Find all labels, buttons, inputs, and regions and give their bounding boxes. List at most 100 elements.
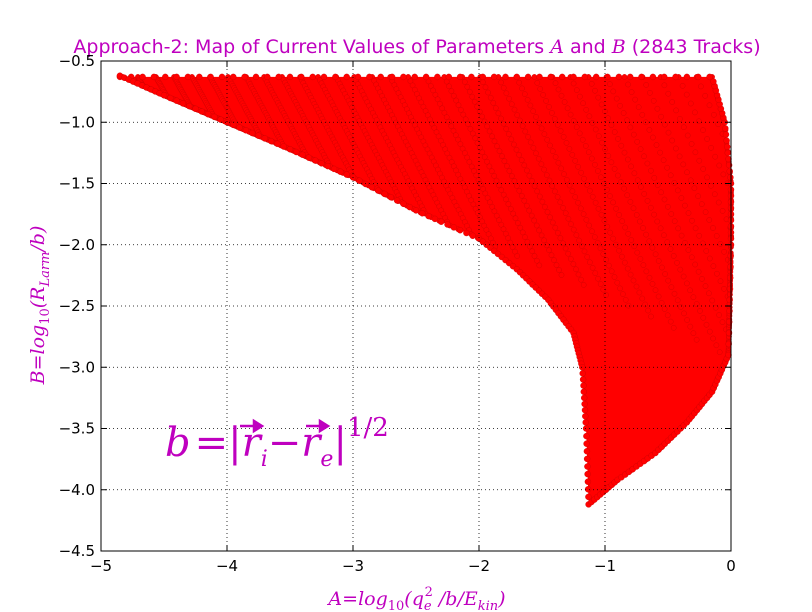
- scatter-point: [536, 227, 542, 234]
- scatter-point: [462, 116, 469, 123]
- scatter-point: [616, 247, 622, 254]
- scatter-point: [517, 117, 523, 124]
- scatter-point: [684, 169, 690, 176]
- scatter-point: [509, 244, 516, 250]
- scatter-point: [721, 285, 727, 292]
- scatter-point: [668, 211, 675, 217]
- scatter-point: [539, 198, 546, 205]
- scatter-point: [286, 73, 294, 81]
- scatter-point: [519, 85, 525, 92]
- scatter-point: [627, 271, 634, 278]
- scatter-point: [236, 124, 243, 131]
- scatter-point: [650, 134, 656, 141]
- scatter-point: [544, 209, 551, 215]
- y-tick-label: −2.5: [59, 297, 95, 315]
- formula-lhs: b: [165, 420, 191, 466]
- scatter-point: [518, 157, 525, 163]
- scatter-point: [671, 290, 678, 297]
- scatter-point: [717, 278, 724, 285]
- scatter-point: [519, 229, 526, 236]
- scatter-point: [688, 100, 694, 107]
- scatter-point: [463, 229, 470, 237]
- scatter-point: [611, 274, 618, 280]
- scatter-point: [690, 294, 697, 301]
- scatter-point: [564, 176, 570, 183]
- scatter-point: [468, 163, 475, 170]
- scatter-point: [625, 81, 631, 88]
- scatter-point: [678, 232, 685, 239]
- y-tick-label: −1.5: [59, 175, 95, 193]
- scatter-point: [516, 79, 523, 86]
- scatter-point: [706, 102, 713, 109]
- scatter-point: [624, 265, 631, 272]
- scatter-point: [679, 83, 686, 89]
- scatter-point: [581, 394, 588, 402]
- scatter-point: [217, 116, 224, 123]
- scatter-point: [619, 218, 626, 224]
- scatter-point: [702, 209, 709, 215]
- scatter-point: [324, 162, 331, 170]
- scatter-point: [577, 93, 583, 100]
- scatter-point: [628, 89, 635, 95]
- scatter-point: [655, 293, 662, 300]
- scatter-point: [592, 87, 598, 94]
- scatter-point: [607, 229, 614, 236]
- scatter-point: [690, 330, 697, 337]
- scatter-point: [192, 105, 199, 113]
- scatter-point: [538, 232, 545, 239]
- scatter-point: [665, 129, 672, 136]
- scatter-point: [695, 73, 702, 81]
- scatter-point: [512, 248, 518, 255]
- y-tick-label: −1.0: [59, 113, 95, 131]
- scatter-point: [490, 100, 497, 106]
- scatter-point: [661, 82, 668, 89]
- scatter-point: [716, 349, 723, 356]
- scatter-point: [639, 295, 646, 302]
- scatter-point: [387, 193, 394, 201]
- scatter-point: [462, 150, 468, 156]
- scatter-point: [576, 130, 583, 137]
- scatter-point: [703, 321, 710, 328]
- scatter-point: [513, 146, 520, 153]
- scatter-point: [620, 110, 627, 116]
- scatter-point: [724, 143, 731, 151]
- scatter-point: [527, 102, 534, 109]
- scatter-point: [464, 84, 471, 90]
- scatter-point: [675, 187, 681, 194]
- scatter-point: [661, 306, 668, 312]
- scatter-point: [491, 208, 498, 215]
- scatter-point: [581, 73, 588, 81]
- scatter-point: [582, 419, 589, 426]
- scatter-point: [668, 284, 675, 291]
- scatter-point: [524, 238, 531, 245]
- scatter-point: [568, 256, 574, 262]
- scatter-point: [533, 150, 539, 157]
- scatter-point: [616, 212, 622, 218]
- scatter-point: [682, 239, 688, 246]
- x-tick-label: −4: [216, 557, 238, 575]
- scatter-point: [471, 168, 477, 174]
- scatter-point: [573, 266, 579, 273]
- scatter-point: [584, 486, 592, 493]
- scatter-point: [496, 148, 503, 154]
- scatter-point: [631, 243, 638, 250]
- scatter-point: [625, 230, 632, 237]
- scatter-point: [659, 264, 665, 271]
- scatter-point: [722, 131, 730, 138]
- scatter-point: [479, 73, 486, 81]
- scatter-point: [674, 297, 681, 304]
- scatter-point: [393, 197, 401, 204]
- scatter-point: [546, 177, 553, 184]
- scatter-point: [552, 224, 559, 231]
- scatter-point: [646, 274, 653, 281]
- scatter-point: [332, 73, 339, 81]
- scatter-point: [689, 217, 695, 224]
- scatter-point: [274, 140, 281, 148]
- scatter-point: [486, 128, 493, 135]
- scatter-point: [709, 297, 716, 304]
- scatter-point: [400, 73, 407, 81]
- scatter-point: [552, 80, 559, 86]
- scatter-point: [441, 109, 448, 116]
- scatter-point: [592, 270, 599, 277]
